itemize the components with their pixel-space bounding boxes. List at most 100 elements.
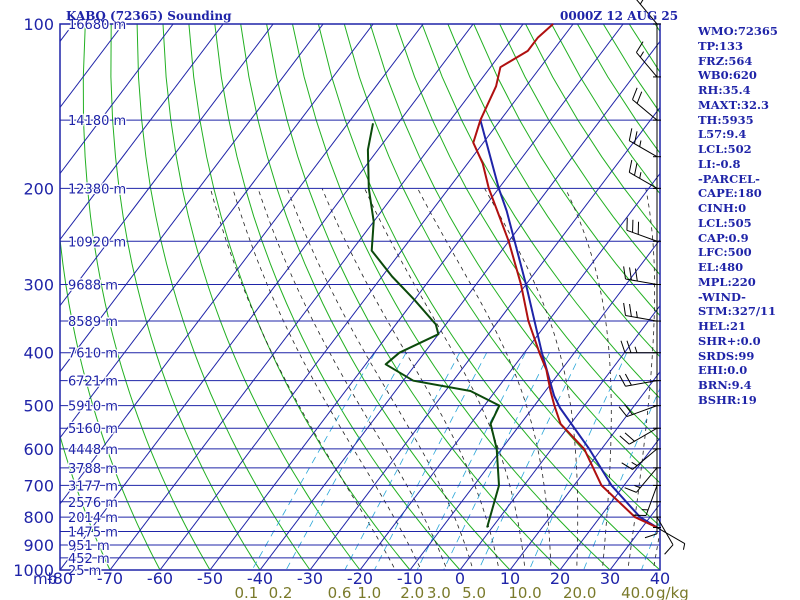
wind-barb-flag (619, 374, 626, 387)
dry-adiabat (292, 24, 611, 570)
pressure-tick-label: 1000 (13, 561, 54, 580)
stat-item: CAPE:180 (698, 186, 762, 201)
mixing-ratio-label: 40.0 (621, 584, 654, 600)
height-labels: 16680 m 14180 m 12380 m 10920 m 9688 m 8589 m… (67, 17, 128, 581)
height-label: 2014 m (68, 511, 118, 526)
isotherm (559, 437, 660, 570)
isotherm (309, 106, 660, 570)
wind-barb (628, 159, 661, 189)
mixing-ratio-label: 20.0 (563, 584, 596, 600)
mixing-ratio-label: 2.0 (400, 584, 424, 600)
wind-barb-flag (636, 91, 643, 104)
wind-barb (621, 448, 661, 470)
pressure-tick-label: 600 (23, 440, 54, 459)
mixing-ratio-line (528, 352, 628, 570)
stat-item: -WIND- (698, 289, 746, 304)
isotherm (0, 24, 23, 570)
wind-barb-half-flag (634, 346, 638, 353)
dry-adiabat (499, 24, 660, 276)
moist-adiabat (232, 188, 422, 570)
isotherm (259, 40, 660, 570)
stat-item: MPL:220 (698, 274, 756, 289)
dewpoint-line (366, 123, 501, 528)
stat-item: TH:5935 (698, 112, 754, 127)
height-label: 4448 m (68, 443, 118, 458)
wind-barb-shaft (656, 527, 685, 544)
mixing-ratio-line (344, 352, 461, 570)
stat-item: HEL:21 (698, 319, 746, 333)
wind-barb (620, 340, 661, 354)
mixing-ratio-label: 3.0 (427, 584, 451, 600)
temperature-tick-label: -80 (47, 569, 73, 588)
isotherm (159, 24, 574, 570)
mixing-ratio-line (583, 387, 660, 570)
height-label: 6721 m (68, 375, 118, 390)
height-label: 9688 m (68, 279, 118, 294)
mixing-ratio-label: 1.0 (357, 584, 381, 600)
sounding-indices-panel: WMO:72365 TP:133 FRZ:564 WB0:620 RH:35.4 MAXT… (698, 24, 778, 408)
chart-grid (0, 23, 800, 582)
pressure-tick-label: 700 (23, 476, 54, 495)
plot-frame (59, 23, 661, 571)
wind-barb-half-flag (631, 461, 638, 467)
wind-barb-half-flag (639, 51, 645, 58)
stat-item: EL:480 (698, 260, 744, 274)
dry-adiabat (136, 24, 311, 570)
wind-barb-flag (629, 303, 632, 317)
wind-barb-half-flag (634, 484, 641, 489)
x-axis-unit-label: mb (33, 570, 57, 588)
wind-barb (644, 501, 661, 539)
height-label: 1475 m (68, 525, 118, 540)
wind-barb-flag (624, 432, 635, 442)
wind-barb-half-flag (639, 172, 642, 179)
observation-time: 0000Z 12 AUG 25 (560, 9, 679, 23)
wind-barb-flag (623, 302, 626, 316)
isotherm (60, 24, 424, 505)
stat-item: WMO:72365 (698, 24, 778, 38)
dry-adiabat (60, 568, 61, 570)
wind-barb-flag (634, 268, 638, 282)
temperature-tick-label: -40 (247, 569, 273, 588)
dry-adiabat (214, 24, 461, 570)
stat-item: SHR+:0.0 (698, 333, 761, 348)
wind-barb-flag (644, 533, 658, 539)
dry-adiabat (785, 24, 800, 582)
wind-barb-shaft (636, 52, 658, 78)
temperature-tick-label: -50 (197, 569, 223, 588)
wind-barb-shaft (636, 0, 658, 25)
height-label: 8589 m (68, 315, 118, 330)
wind-barb-shaft (625, 278, 658, 286)
wind-barb (623, 266, 661, 286)
wind-barb-shaft (629, 171, 658, 189)
moist-adiabat (321, 188, 500, 570)
wind-barb-shaft (629, 427, 658, 445)
dry-adiabat (473, 24, 660, 317)
height-label: 12380 m (68, 182, 126, 197)
height-label: 14180 m (68, 114, 126, 129)
dry-adiabat (266, 24, 561, 570)
temperature-tick-label: -30 (297, 569, 323, 588)
mixing-ratio-label: 0.6 (328, 584, 352, 600)
moist-adiabat (257, 188, 448, 570)
height-label: 5910 m (68, 400, 118, 415)
dry-adiabat (240, 24, 511, 570)
isotherm (359, 172, 660, 570)
moist-adiabat (652, 529, 660, 570)
isotherm (459, 304, 660, 570)
height-label: 951 m (68, 539, 110, 554)
moist-adiabat (210, 188, 396, 570)
stat-item: BRN:9.4 (698, 378, 752, 392)
moist-adiabat (484, 188, 579, 570)
wind-barb-flag (636, 41, 644, 53)
wind-barb (626, 217, 661, 242)
mixing-ratio-line (640, 519, 660, 570)
dry-adiabat (447, 24, 660, 358)
isotherm (509, 370, 660, 570)
wind-barb-shaft (625, 380, 658, 387)
isotherm (60, 24, 224, 241)
stat-item: EHI:0.0 (698, 363, 748, 378)
stat-item: LI:-0.8 (698, 156, 741, 171)
mixing-ratio-label: 5.0 (462, 584, 486, 600)
wind-barb-half-flag (635, 311, 638, 318)
